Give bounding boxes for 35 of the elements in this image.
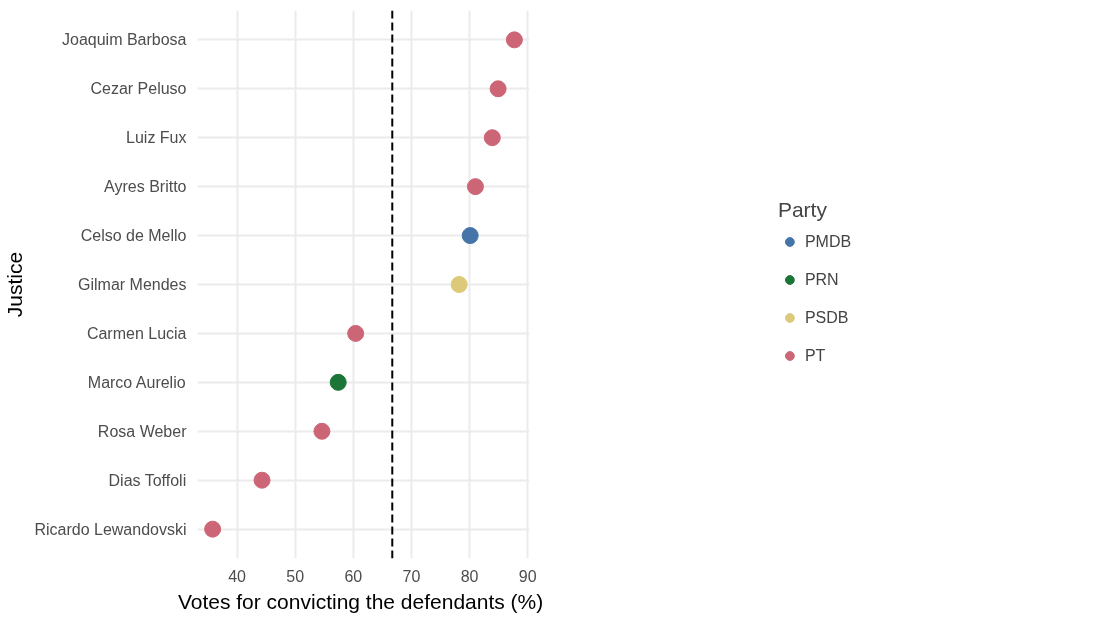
legend-label: PSDB	[804, 307, 849, 328]
x-tick-label: 80	[460, 567, 479, 585]
x-tick-label: 70	[402, 567, 421, 585]
legend-label: PMDB	[804, 231, 852, 252]
point	[204, 520, 222, 538]
y-tick-label: Celso de Mello	[80, 227, 187, 245]
y-axis-title: Justice	[3, 251, 27, 318]
point	[505, 31, 523, 49]
x-axis-title: Votes for convicting the defendants (%)	[177, 589, 544, 613]
x-tick-label: 90	[518, 567, 537, 585]
point	[466, 178, 484, 196]
point	[347, 324, 365, 342]
y-tick-label: Carmen Lucia	[86, 324, 187, 342]
y-tick-label: Rosa Weber	[97, 422, 188, 440]
point	[489, 80, 507, 98]
point	[329, 373, 347, 391]
legend-label: PRN	[804, 269, 839, 290]
point	[450, 276, 468, 293]
x-tick-label: 50	[286, 567, 305, 585]
x-tick-label: 60	[344, 567, 363, 585]
point	[253, 471, 271, 489]
y-tick-label: Ayres Britto	[104, 178, 187, 196]
point	[483, 129, 501, 147]
y-tick-label: Joaquim Barbosa	[61, 31, 187, 49]
y-tick-label: Luiz Fux	[126, 129, 187, 147]
y-tick-label: Dias Toffoli	[108, 471, 187, 489]
point	[461, 227, 479, 245]
legend-title: Party	[777, 197, 828, 222]
y-tick-label: Cezar Peluso	[90, 80, 187, 98]
point	[313, 422, 331, 440]
y-tick-label: Ricardo Lewandovski	[34, 520, 187, 538]
x-tick-label: 40	[228, 567, 247, 585]
legend-label: PT	[804, 345, 826, 366]
y-tick-label: Gilmar Mendes	[78, 276, 187, 293]
y-tick-label: Marco Aurelio	[87, 373, 186, 391]
